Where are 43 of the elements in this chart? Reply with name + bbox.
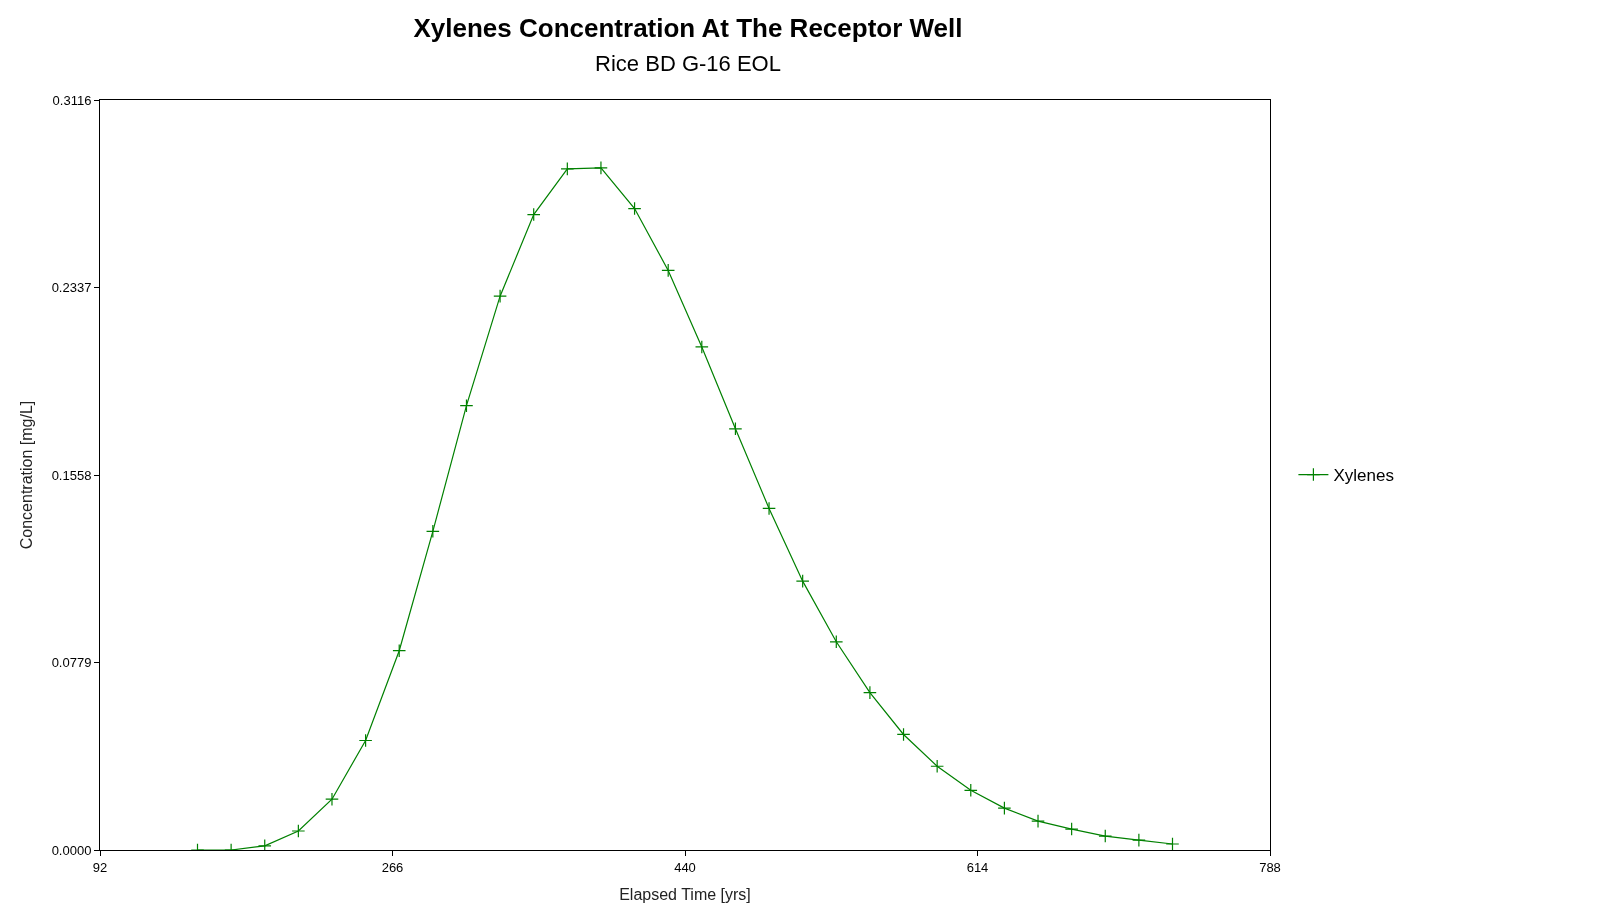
point (728, 421, 743, 436)
y-tick-label: 0.0000 (51, 842, 92, 858)
chart-title: Xylenes Concentration At The Receptor Well (413, 12, 963, 43)
legend-label: Xylenes (1333, 466, 1394, 486)
point (560, 161, 575, 176)
point (997, 801, 1012, 816)
point (694, 340, 709, 354)
point (392, 643, 407, 658)
point (493, 289, 507, 304)
point (829, 634, 844, 649)
point (257, 839, 272, 850)
point (762, 501, 776, 516)
point (627, 201, 642, 216)
point (1064, 822, 1079, 836)
point (594, 160, 608, 175)
y-tick-label: 0.0779 (51, 655, 92, 671)
point (291, 824, 306, 838)
point (1031, 814, 1045, 829)
point (1131, 833, 1146, 848)
x-tick-label: 92 (92, 859, 108, 875)
y-tick-label: 0.1558 (51, 467, 92, 483)
point (963, 783, 978, 798)
point (358, 733, 373, 748)
y-axis-title: Concentration [mg/L] (17, 400, 35, 550)
point (795, 574, 810, 589)
point (1098, 829, 1113, 843)
chart-subtitle: Rice BD G-16 EOL (595, 50, 781, 76)
x-tick-label: 440 (674, 859, 696, 875)
x-tick-label: 788 (1259, 859, 1281, 875)
point (425, 524, 440, 539)
point (1165, 837, 1180, 850)
point (930, 759, 945, 774)
x-tick-label: 266 (381, 859, 404, 875)
y-tick-label: 0.2337 (51, 280, 92, 296)
point (325, 792, 339, 807)
y-tick-label: 0.3116 (52, 92, 92, 108)
x-tick-label: 614 (966, 859, 989, 875)
point (459, 398, 474, 413)
point (863, 685, 877, 700)
point (526, 207, 541, 222)
point (896, 727, 911, 742)
x-axis-title: Elapsed Time [yrs] (619, 886, 751, 904)
point (661, 263, 676, 278)
